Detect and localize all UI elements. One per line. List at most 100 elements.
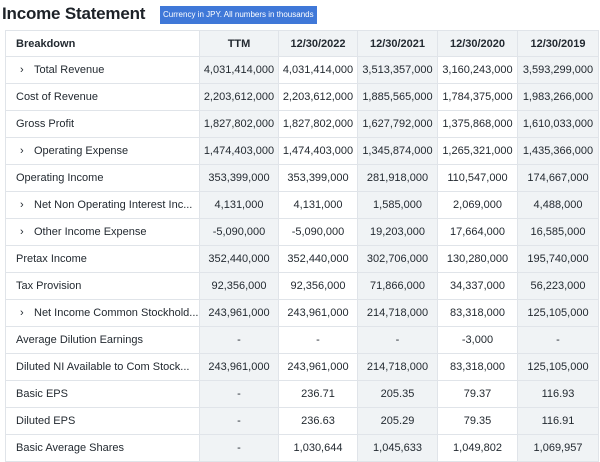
value-cell: 353,399,000 bbox=[199, 164, 279, 192]
row-label-cell[interactable]: › Net Income Common Stockhold... bbox=[5, 299, 200, 327]
row-label: Net Income Common Stockhold... bbox=[34, 307, 199, 319]
value-cell: 125,105,000 bbox=[517, 353, 599, 381]
row-label-cell: Pretax Income bbox=[5, 245, 200, 273]
page-title: Income Statement bbox=[2, 4, 146, 23]
value-cell: 1,784,375,000 bbox=[437, 83, 518, 111]
row-label-cell[interactable]: › Total Revenue bbox=[5, 56, 200, 84]
table-row: Diluted EPS -236.63 205.29 79.35 116.91 bbox=[5, 407, 599, 435]
row-label-cell[interactable]: › Operating Expense bbox=[5, 137, 200, 165]
value-cell: 16,585,000 bbox=[517, 218, 599, 246]
row-label: Pretax Income bbox=[16, 253, 87, 265]
value-cell: 205.35 bbox=[357, 380, 438, 408]
row-label: Operating Expense bbox=[34, 145, 129, 157]
value-cell: 214,718,000 bbox=[357, 353, 438, 381]
value-cell: 130,280,000 bbox=[437, 245, 518, 273]
row-label-cell[interactable]: › Other Income Expense bbox=[5, 218, 200, 246]
row-label-cell: Diluted EPS bbox=[5, 407, 200, 435]
value-cell: 34,337,000 bbox=[437, 272, 518, 300]
row-label-cell: Cost of Revenue bbox=[5, 83, 200, 111]
value-cell: 1,030,644 bbox=[278, 434, 358, 462]
value-cell: 1,885,565,000 bbox=[357, 83, 438, 111]
value-cell: 19,203,000 bbox=[357, 218, 438, 246]
value-cell: 1,045,633 bbox=[357, 434, 438, 462]
table-header-row: Breakdown TTM 12/30/2022 12/30/2021 12/3… bbox=[5, 30, 599, 57]
value-cell: 17,664,000 bbox=[437, 218, 518, 246]
row-label: Diluted EPS bbox=[16, 415, 76, 427]
value-cell: 125,105,000 bbox=[517, 299, 599, 327]
value-cell: 195,740,000 bbox=[517, 245, 599, 273]
value-cell: -5,090,000 bbox=[278, 218, 358, 246]
row-label: Other Income Expense bbox=[34, 226, 147, 238]
value-cell: 1,610,033,000 bbox=[517, 110, 599, 138]
row-label-cell: Tax Provision bbox=[5, 272, 200, 300]
table-row[interactable]: › Net Income Common Stockhold... 243,961,0… bbox=[5, 299, 599, 327]
table-row: Cost of Revenue 2,203,612,000 2,203,612,00… bbox=[5, 83, 599, 111]
table-row: Pretax Income 352,440,000 352,440,000 302,7… bbox=[5, 245, 599, 273]
value-cell: 1,375,868,000 bbox=[437, 110, 518, 138]
value-cell: 4,131,000 bbox=[278, 191, 358, 219]
value-cell: 92,356,000 bbox=[199, 272, 279, 300]
value-cell: - bbox=[278, 326, 358, 354]
table-row[interactable]: › Net Non Operating Interest Inc... 4,131,… bbox=[5, 191, 599, 219]
row-label: Gross Profit bbox=[16, 118, 75, 130]
value-cell: 3,513,357,000 bbox=[357, 56, 438, 84]
chevron-right-icon[interactable]: › bbox=[20, 145, 24, 157]
row-label: Net Non Operating Interest Inc... bbox=[34, 199, 193, 211]
chevron-right-icon[interactable]: › bbox=[20, 199, 24, 211]
chevron-right-icon[interactable]: › bbox=[20, 226, 24, 238]
value-cell: 174,667,000 bbox=[517, 164, 599, 192]
value-cell: 236.71 bbox=[278, 380, 358, 408]
value-cell: 1,474,403,000 bbox=[199, 137, 279, 165]
value-cell: 1,069,957 bbox=[517, 434, 599, 462]
chevron-right-icon[interactable]: › bbox=[20, 307, 24, 319]
value-cell: 353,399,000 bbox=[278, 164, 358, 192]
value-cell: 1,049,802 bbox=[437, 434, 518, 462]
table-row[interactable]: › Total Revenue 4,031,414,000 4,031,414,000… bbox=[5, 56, 599, 84]
value-cell: - bbox=[199, 380, 279, 408]
table-row[interactable]: › Other Income Expense -5,090,000 -5,090,00… bbox=[5, 218, 599, 246]
row-label: Total Revenue bbox=[34, 64, 105, 76]
value-cell: 3,160,243,000 bbox=[437, 56, 518, 84]
value-cell: 4,031,414,000 bbox=[278, 56, 358, 84]
row-label-cell: Average Dilution Earnings bbox=[5, 326, 200, 354]
table-row: Average Dilution Earnings - - - -3,000- bbox=[5, 326, 599, 354]
column-header-2022: 12/30/2022 bbox=[278, 30, 358, 57]
value-cell: 1,345,874,000 bbox=[357, 137, 438, 165]
row-label: Basic EPS bbox=[16, 388, 68, 400]
value-cell: 352,440,000 bbox=[278, 245, 358, 273]
value-cell: 243,961,000 bbox=[278, 299, 358, 327]
table-row: Operating Income 353,399,000 353,399,000 28… bbox=[5, 164, 599, 192]
value-cell: 2,203,612,000 bbox=[199, 83, 279, 111]
column-header-breakdown: Breakdown bbox=[5, 30, 200, 57]
value-cell: 2,069,000 bbox=[437, 191, 518, 219]
row-label: Operating Income bbox=[16, 172, 104, 184]
value-cell: 1,983,266,000 bbox=[517, 83, 599, 111]
table-row: Diluted NI Available to Com Stock... 243,… bbox=[5, 353, 599, 381]
value-cell: 1,474,403,000 bbox=[278, 137, 358, 165]
row-label: Diluted NI Available to Com Stock... bbox=[16, 361, 190, 373]
value-cell: 1,627,792,000 bbox=[357, 110, 438, 138]
value-cell: 243,961,000 bbox=[278, 353, 358, 381]
value-cell: 243,961,000 bbox=[199, 353, 279, 381]
value-cell: 1,265,321,000 bbox=[437, 137, 518, 165]
currency-note-badge: Currency in JPY. All numbers in thousand… bbox=[160, 6, 317, 24]
column-header-2020: 12/30/2020 bbox=[437, 30, 518, 57]
row-label-cell[interactable]: › Net Non Operating Interest Inc... bbox=[5, 191, 200, 219]
row-label-cell: Basic EPS bbox=[5, 380, 200, 408]
value-cell: -3,000 bbox=[437, 326, 518, 354]
value-cell: 1,827,802,000 bbox=[278, 110, 358, 138]
column-header-2021: 12/30/2021 bbox=[357, 30, 438, 57]
value-cell: 79.35 bbox=[437, 407, 518, 435]
row-label-cell: Diluted NI Available to Com Stock... bbox=[5, 353, 200, 381]
page-header: Income Statement Currency in JPY. All nu… bbox=[0, 0, 600, 30]
value-cell: 116.93 bbox=[517, 380, 599, 408]
chevron-right-icon[interactable]: › bbox=[20, 64, 24, 76]
table-row[interactable]: › Operating Expense 1,474,403,000 1,474,403… bbox=[5, 137, 599, 165]
table-row: Gross Profit 1,827,802,000 1,827,802,000 1,… bbox=[5, 110, 599, 138]
value-cell: 4,031,414,000 bbox=[199, 56, 279, 84]
value-cell: 92,356,000 bbox=[278, 272, 358, 300]
table-row: Basic EPS -236.71 205.35 79.37 116.93 bbox=[5, 380, 599, 408]
value-cell: -5,090,000 bbox=[199, 218, 279, 246]
row-label-cell: Basic Average Shares bbox=[5, 434, 200, 462]
value-cell: 281,918,000 bbox=[357, 164, 438, 192]
